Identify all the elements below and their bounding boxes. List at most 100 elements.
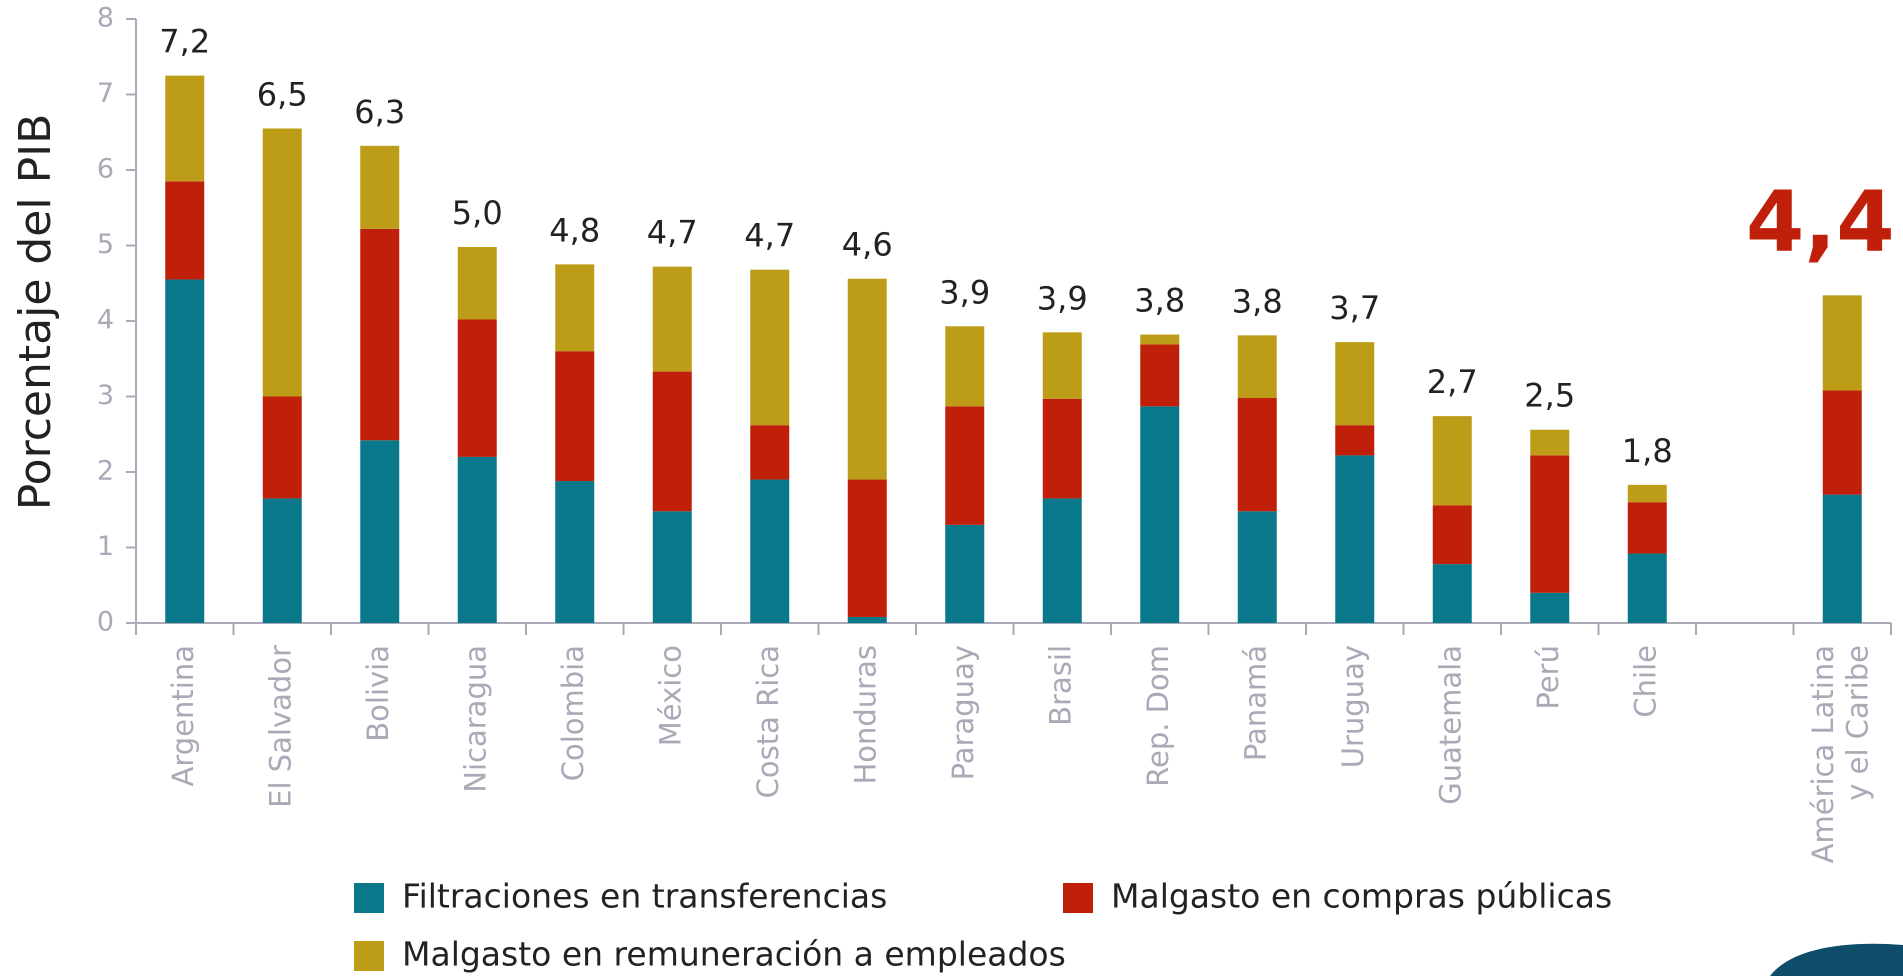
- bar-segment: [945, 524, 985, 623]
- total-label: 3,7: [1329, 289, 1380, 327]
- bar-segment: [1530, 592, 1570, 623]
- total-label: 6,5: [257, 75, 308, 113]
- total-label: 3,9: [1037, 279, 1088, 317]
- x-tick-label-line: Colombia: [556, 645, 590, 781]
- legend-label: Malgasto en remuneración a empleados: [402, 935, 1066, 974]
- total-label-highlight: 4,4: [1746, 172, 1895, 270]
- total-label: 1,8: [1622, 432, 1673, 470]
- x-tick-label: Uruguay: [1336, 645, 1370, 768]
- bar-segment: [1432, 564, 1472, 623]
- y-tick-label: 3: [97, 380, 114, 411]
- bar-segment: [1530, 455, 1570, 593]
- legend-label: Filtraciones en transferencias: [402, 877, 887, 916]
- bar-segment: [1237, 335, 1277, 399]
- bar-segment: [1140, 334, 1180, 345]
- x-tick-label: México: [653, 645, 687, 746]
- bar-segment: [1822, 494, 1862, 623]
- bar-segment: [750, 425, 790, 480]
- y-tick-label: 6: [97, 154, 114, 185]
- y-tick-label: 5: [97, 229, 114, 260]
- y-tick-label: 4: [97, 305, 114, 336]
- x-tick-label-line: Nicaragua: [458, 645, 492, 793]
- bar-segment: [1335, 455, 1375, 623]
- bar-segment: [457, 319, 497, 457]
- x-tick-label-line: Honduras: [848, 645, 882, 785]
- y-tick-label: 2: [97, 456, 114, 487]
- x-tick-label: Honduras: [848, 645, 882, 785]
- total-label: 3,8: [1134, 282, 1185, 320]
- bar-segment: [945, 326, 985, 407]
- bar-segment: [1042, 498, 1082, 623]
- x-tick-label: Nicaragua: [458, 645, 492, 793]
- x-tick-label: Guatemala: [1433, 645, 1467, 805]
- x-tick-label-line: Bolivia: [361, 645, 395, 742]
- total-label: 7,2: [159, 23, 210, 61]
- bar-segment: [262, 128, 302, 397]
- x-tick-label-line: y el Caribe: [1841, 645, 1875, 801]
- bar-segment: [555, 264, 595, 352]
- bar-segment: [847, 278, 887, 480]
- total-label: 4,6: [842, 226, 893, 264]
- bar-segment: [1822, 295, 1862, 391]
- x-tick-label: Bolivia: [361, 645, 395, 742]
- bar-segment: [750, 269, 790, 426]
- bar-segment: [1237, 398, 1277, 512]
- legend-swatch: [354, 883, 384, 913]
- x-tick-label-line: Brasil: [1043, 645, 1077, 726]
- decoration: [1770, 943, 1903, 976]
- bar-segment: [1237, 511, 1277, 623]
- bar-segment: [652, 371, 692, 512]
- x-tick-label: Paraguay: [946, 645, 980, 780]
- x-tick-label: Colombia: [556, 645, 590, 781]
- bar-segment: [847, 616, 887, 623]
- x-tick-label: Brasil: [1043, 645, 1077, 726]
- x-tick-label-line: América Latina: [1806, 645, 1840, 863]
- x-tick-label: Panamá: [1238, 645, 1272, 761]
- legend-swatch: [1063, 883, 1093, 913]
- y-axis-label: Porcentaje del PIB: [10, 114, 61, 511]
- y-tick-label: 8: [97, 3, 114, 34]
- y-tick-label: 0: [97, 607, 114, 638]
- x-tick-label-line: Argentina: [166, 645, 200, 786]
- bar-segment: [1335, 425, 1375, 456]
- bar-segment: [945, 406, 985, 525]
- bar-segment: [1627, 502, 1667, 554]
- x-tick-label: Costa Rica: [751, 645, 785, 798]
- bar-segment: [165, 279, 205, 623]
- x-tick-label-line: Guatemala: [1433, 645, 1467, 805]
- bar-segment: [1140, 406, 1180, 623]
- x-tick-label: Perú: [1531, 645, 1565, 710]
- x-tick-label: Chile: [1628, 645, 1662, 718]
- bar-segment: [1822, 390, 1862, 495]
- bar-segment: [555, 351, 595, 482]
- bar-segment: [1432, 416, 1472, 506]
- bar-segment: [1335, 342, 1375, 426]
- x-tick-label-line: México: [653, 645, 687, 746]
- total-label: 5,0: [452, 194, 503, 232]
- bar-segment: [1042, 332, 1082, 399]
- total-label: 4,8: [549, 211, 600, 249]
- x-tick-label: El Salvador: [263, 645, 297, 808]
- bar-segment: [1627, 484, 1667, 503]
- bar-segment: [1140, 344, 1180, 407]
- bar-segment: [555, 481, 595, 623]
- bar-segment: [360, 228, 400, 441]
- x-tick-label-line: Chile: [1628, 645, 1662, 718]
- x-tick-label-line: El Salvador: [263, 645, 297, 808]
- bar-segment: [262, 498, 302, 623]
- x-tick-label-line: Uruguay: [1336, 645, 1370, 768]
- bar-segment: [457, 456, 497, 623]
- bar-segment: [262, 396, 302, 499]
- total-label: 4,7: [744, 217, 795, 255]
- total-label: 2,5: [1524, 377, 1575, 415]
- x-tick-label-line: Costa Rica: [751, 645, 785, 798]
- x-tick-label: Argentina: [166, 645, 200, 786]
- bar-segment: [360, 440, 400, 623]
- y-tick-label: 1: [97, 531, 114, 562]
- total-label: 3,9: [939, 273, 990, 311]
- bar-segment: [1530, 429, 1570, 456]
- x-tick-label: América Latinay el Caribe: [1806, 645, 1875, 863]
- x-tick-label-line: Perú: [1531, 645, 1565, 710]
- total-label: 2,7: [1427, 363, 1478, 401]
- total-label: 3,8: [1232, 282, 1283, 320]
